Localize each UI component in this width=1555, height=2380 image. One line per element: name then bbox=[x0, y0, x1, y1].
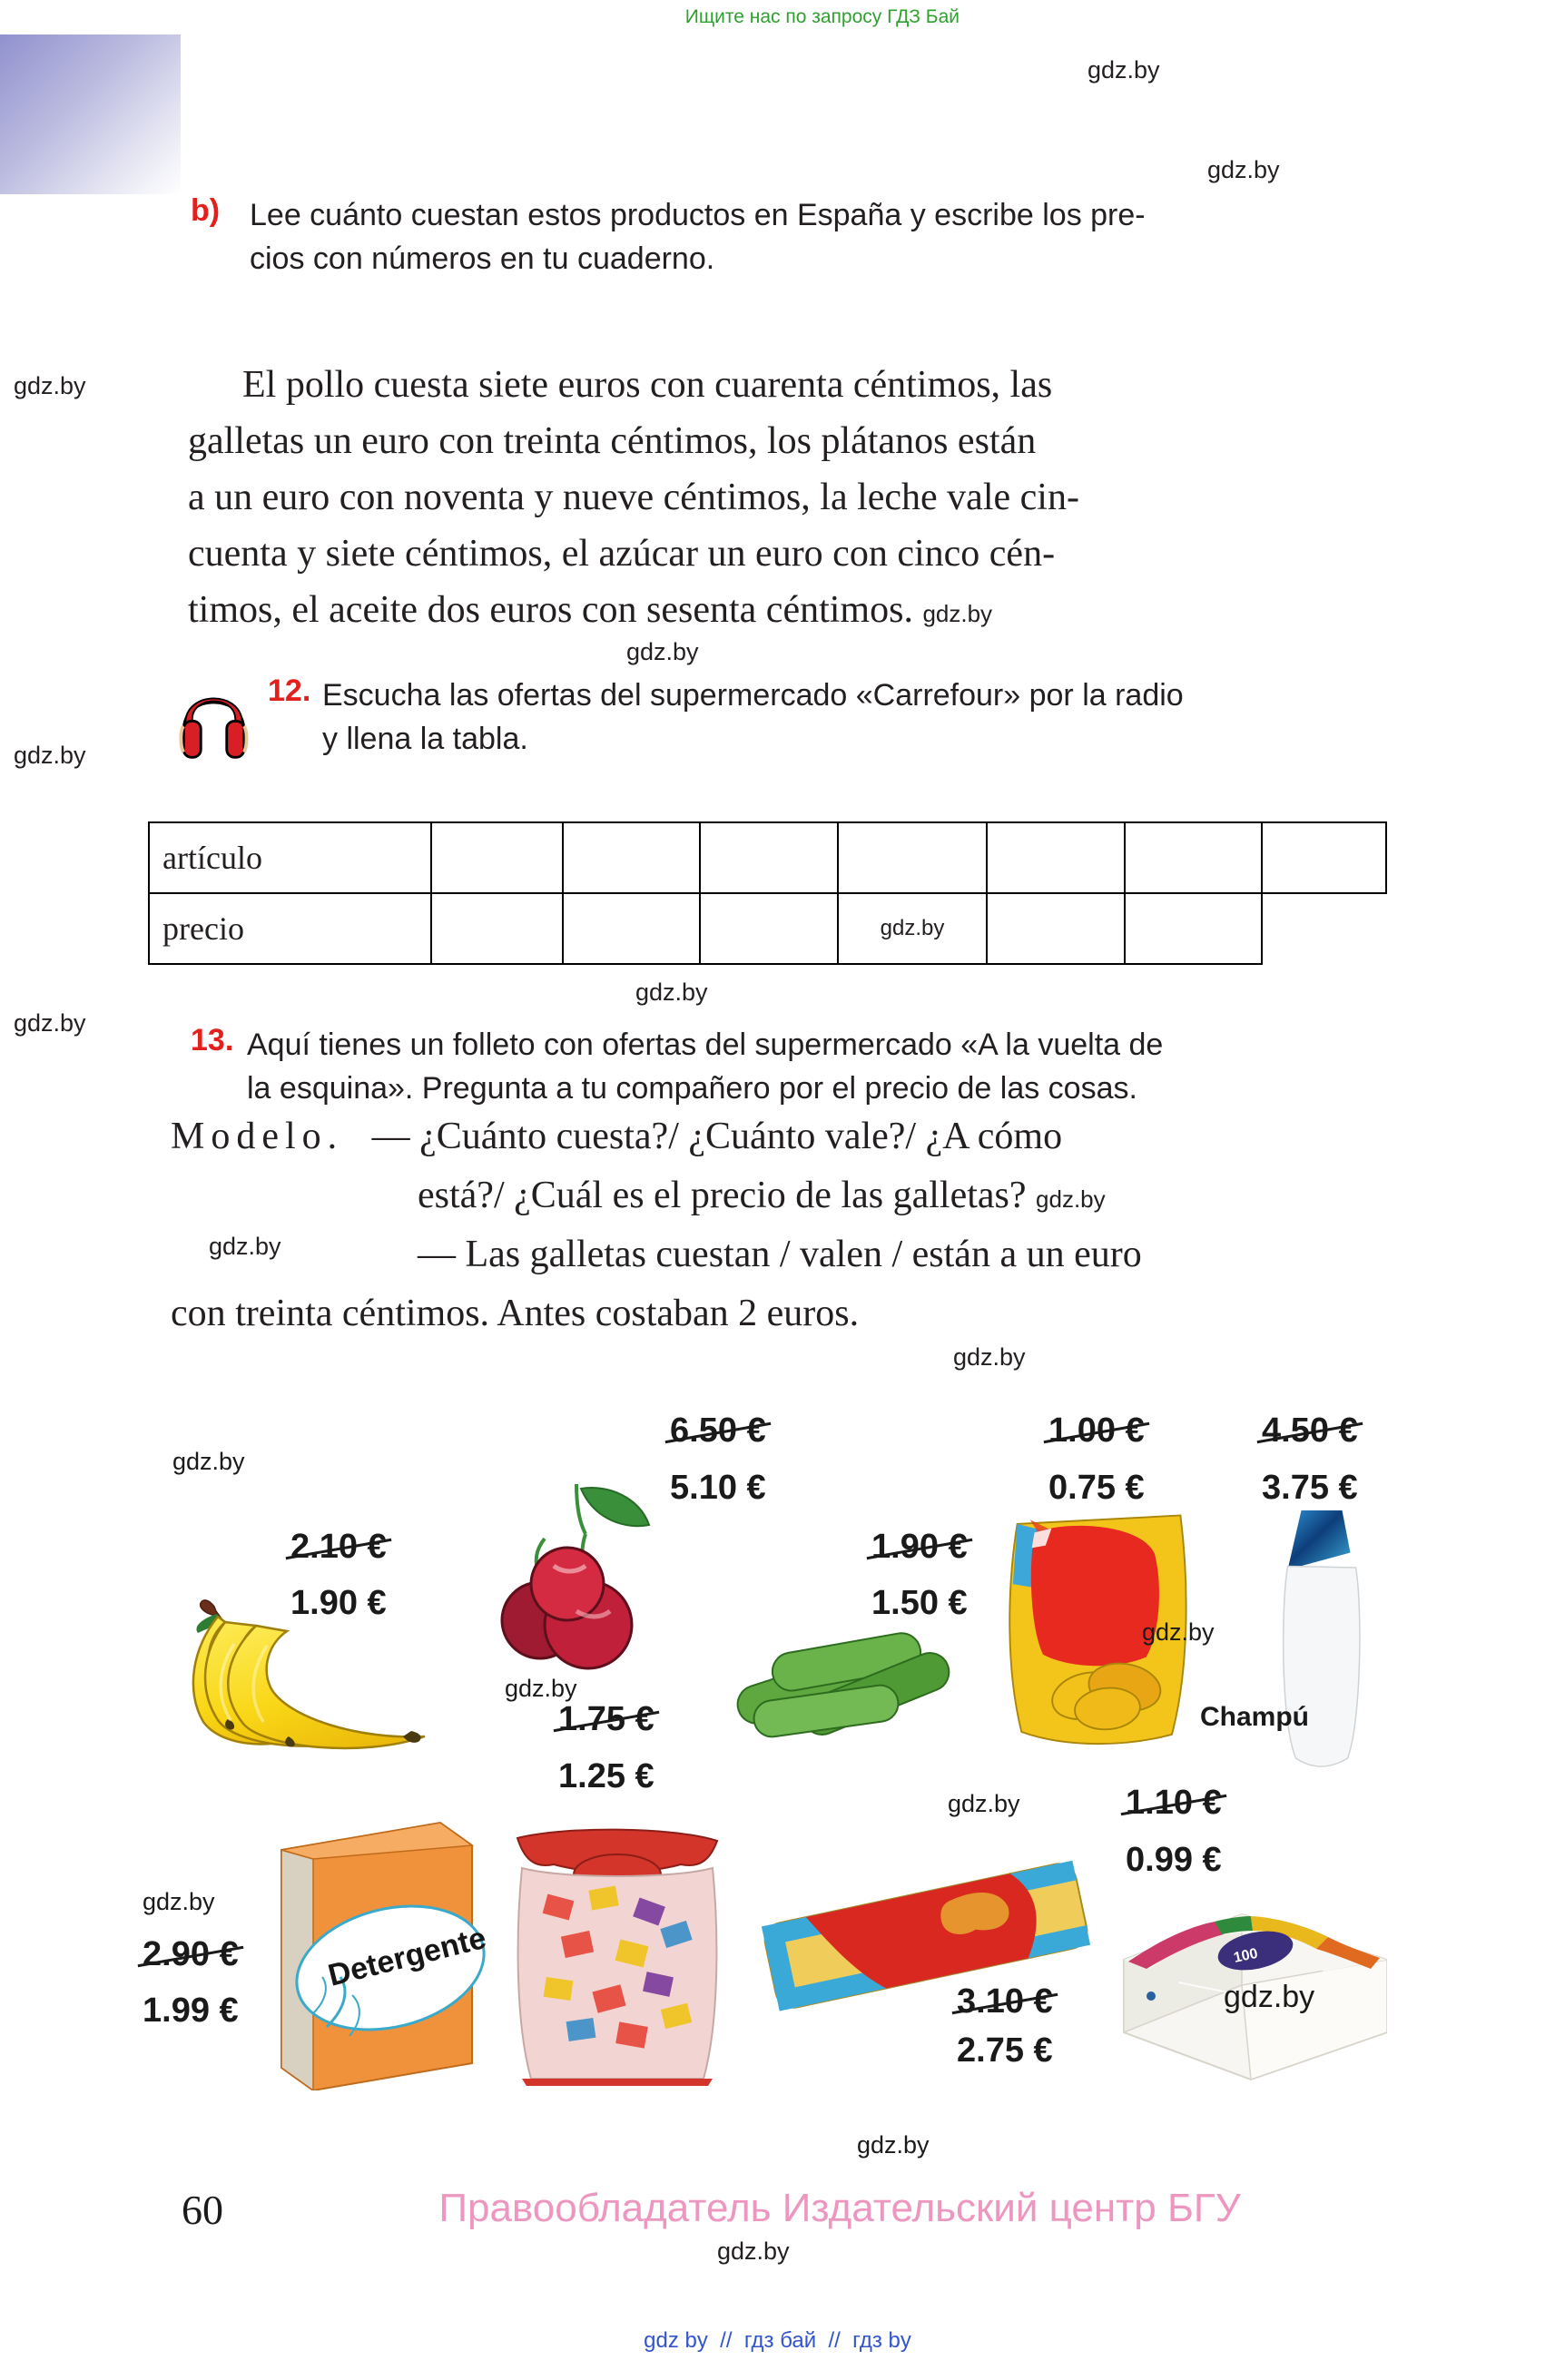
svg-text:gdz.by: gdz.by bbox=[1224, 1980, 1314, 2014]
